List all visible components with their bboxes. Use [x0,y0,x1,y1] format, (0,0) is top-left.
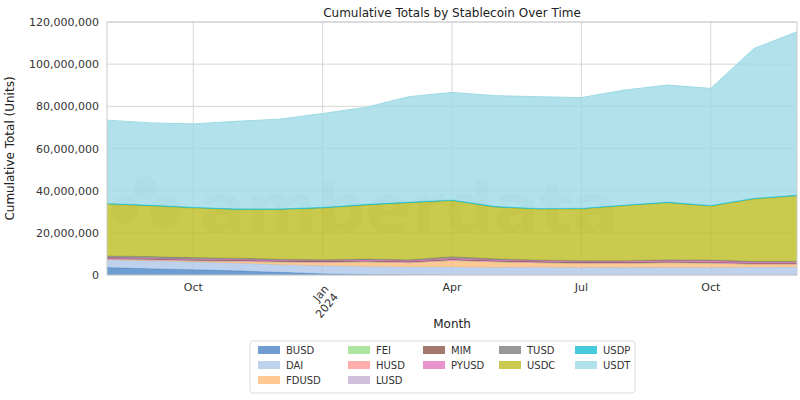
y-tick-label: 20,000,000 [36,227,99,240]
y-tick-label: 80,000,000 [36,100,99,113]
legend-swatch [348,361,370,369]
legend-label: DAI [286,360,303,371]
chart-svg: amberdata020,000,00040,000,00060,000,000… [0,0,800,400]
y-tick-label: 100,000,000 [29,58,99,71]
x-axis-label: Month [433,317,471,331]
x-tick-label: Oct [701,281,721,294]
legend-swatch [499,361,521,369]
legend-label: FDUSD [286,375,321,386]
legend-swatch [575,346,597,354]
legend-swatch [423,361,445,369]
area-edge [107,32,797,124]
legend-swatch [258,361,280,369]
legend-swatch [575,361,597,369]
y-tick-label: 60,000,000 [36,143,99,156]
legend-swatch [499,346,521,354]
area [107,32,797,209]
legend: BUSD DAI FDUSD FEI HUSD LUSD MIM PYUSD TUSD USDC U… [250,341,635,393]
legend-swatch [258,376,280,384]
y-axis-label: Cumulative Total (Units) [3,76,17,220]
legend-swatch [348,376,370,384]
x-tick-label: Jul [574,281,588,294]
legend-label: PYUSD [451,360,485,371]
legend-swatch [258,346,280,354]
x-tick-label: Jan2024 [303,283,341,321]
x-tick-label: Apr [442,281,462,294]
legend-label: BUSD [286,345,315,356]
legend-label: FEI [376,345,391,356]
y-tick-label: 40,000,000 [36,185,99,198]
legend-label: USDC [527,360,555,371]
legend-label: USDP [603,345,630,356]
y-tick-label: 120,000,000 [29,16,99,29]
title: Cumulative Totals by Stablecoin Over Tim… [323,6,581,20]
legend-label: TUSD [526,345,555,356]
legend-swatch [423,346,445,354]
background [0,0,800,400]
y-tick-label: 0 [92,269,99,282]
legend-box [250,341,635,393]
legend-label: HUSD [376,360,405,371]
legend-label: LUSD [376,375,403,386]
legend-label: MIM [451,345,471,356]
legend-swatch [348,346,370,354]
x-tick-label-line: 2024 [313,291,341,321]
plot-frame [107,22,797,275]
areas [107,32,797,275]
chart-root: amberdata020,000,00040,000,00060,000,000… [0,0,800,400]
x-tick-label: Oct [184,281,204,294]
legend-label: USDT [603,360,631,371]
